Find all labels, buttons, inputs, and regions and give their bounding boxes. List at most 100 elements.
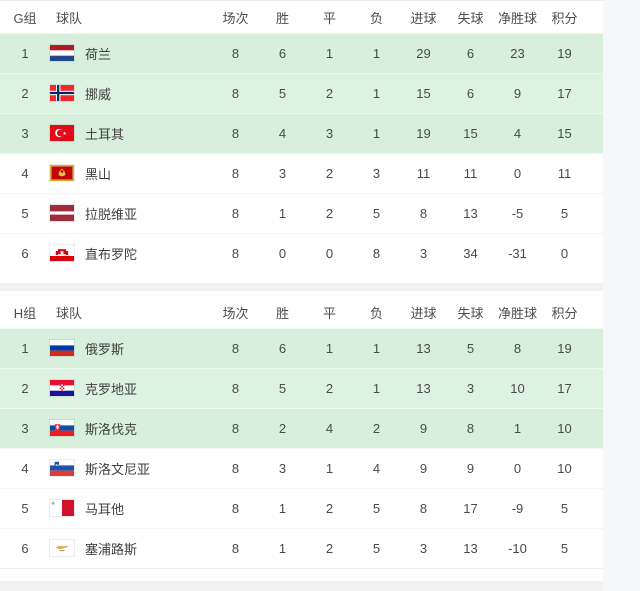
stat-cell: 2 (325, 540, 334, 556)
team-name: 拉脱维亚 (85, 206, 138, 222)
stat-cell: 3 (372, 165, 381, 181)
col-header-stat: 进球 (410, 10, 437, 26)
standings-table-group-h: H组 球队 场次胜平负进球 失球 净胜球 积分 1 俄罗斯 8 6 1 1 13 5 8 19 2 克罗地亚 8 5 2… (0, 296, 603, 568)
stat-cell: 13 (416, 340, 431, 356)
header-row: H组 球队 场次 胜 平 负 进球 失球 净胜球 积分 (0, 296, 603, 328)
stat-cell: 15 (463, 125, 478, 141)
stat-cell: 1 (513, 420, 522, 436)
rank-cell: 6 (21, 540, 29, 556)
netherlands-flag-icon (50, 45, 78, 61)
stat-cell: 19 (557, 340, 572, 356)
rank-cell: 4 (21, 460, 29, 476)
stat-cell: 11 (416, 165, 431, 181)
rank-cell: 4 (21, 165, 29, 181)
stat-cell: 15 (416, 85, 431, 101)
stat-cell: 3 (278, 460, 287, 476)
stat-cell: 8 (231, 420, 240, 436)
stat-cell: 13 (463, 205, 478, 221)
stat-cell: 9 (466, 460, 475, 476)
stat-cell: 8 (419, 205, 428, 221)
stat-cell: 0 (278, 245, 287, 261)
stat-cell: 8 (231, 500, 240, 516)
team-name: 黑山 (85, 166, 112, 182)
stat-cell: 5 (560, 500, 569, 516)
stat-cell: 1 (372, 125, 381, 141)
stat-cell: 1 (278, 205, 287, 221)
stat-cell: 2 (278, 420, 287, 436)
col-header-stat: 胜 (275, 305, 289, 321)
stat-cell: 5 (560, 540, 569, 556)
col-header-stat: 场次 (222, 305, 249, 321)
stat-cell: 8 (466, 420, 475, 436)
group-label: H组 (13, 305, 37, 321)
right-margin-strip (603, 0, 640, 591)
stat-cell: 4 (513, 125, 522, 141)
rank-cell: 2 (21, 380, 29, 396)
col-header-stat: 积分 (551, 305, 578, 321)
rank-cell: 3 (21, 420, 29, 436)
stat-cell: 11 (557, 165, 572, 181)
stat-cell: 10 (557, 460, 572, 476)
rank-cell: 3 (21, 125, 29, 141)
stat-cell: -10 (508, 540, 527, 556)
stat-cell: 8 (231, 380, 240, 396)
table-row: 3 土耳其 8 4 3 1 19 15 4 15 (0, 113, 603, 153)
table-row: 5 拉脱维亚 8 1 2 5 8 13 -5 5 (0, 193, 603, 233)
team-name: 土耳其 (85, 126, 125, 142)
table-row: 5 马耳他 8 1 2 5 8 17 -9 5 (0, 488, 603, 528)
slovakia-flag-icon (50, 420, 78, 436)
stat-cell: 4 (325, 420, 334, 436)
table-row: 6 直布罗陀 8 0 0 8 3 34 -31 0 (0, 233, 603, 273)
header-row: G组 球队 场次 胜 平 负 进球 失球 净胜球 积分 (0, 1, 603, 33)
stat-cell: 4 (372, 460, 381, 476)
rank-cell: 1 (21, 45, 29, 61)
stat-cell: 1 (278, 540, 287, 556)
team-name: 马耳他 (85, 501, 125, 517)
table-separator-band (0, 283, 640, 291)
stat-cell: 8 (513, 340, 522, 356)
col-header-stat: 场次 (222, 10, 249, 26)
stat-cell: 1 (325, 460, 334, 476)
team-name: 直布罗陀 (85, 246, 138, 262)
col-header-stat: 净胜球 (497, 10, 537, 26)
col-header-stat: 平 (322, 10, 336, 26)
stat-cell: 5 (372, 500, 381, 516)
stat-cell: 6 (466, 85, 475, 101)
cyprus-flag-icon (50, 540, 78, 556)
col-header-stat: 失球 (457, 10, 484, 26)
stat-cell: 34 (463, 245, 478, 261)
stat-cell: 8 (231, 460, 240, 476)
stat-cell: 8 (231, 540, 240, 556)
norway-flag-icon (50, 85, 78, 101)
stat-cell: -31 (508, 245, 527, 261)
stat-cell: 1 (372, 45, 381, 61)
col-header-stat: 胜 (275, 10, 289, 26)
rank-cell: 5 (21, 205, 29, 221)
stat-cell: 9 (513, 85, 522, 101)
latvia-flag-icon (50, 205, 78, 221)
rank-cell: 1 (21, 340, 29, 356)
stat-cell: -9 (511, 500, 524, 516)
stat-cell: 8 (419, 500, 428, 516)
stat-cell: 5 (466, 340, 475, 356)
stat-cell: 1 (372, 380, 381, 396)
stat-cell: 19 (557, 45, 572, 61)
rank-cell: 5 (21, 500, 29, 516)
stat-cell: 0 (325, 245, 334, 261)
stat-cell: 3 (466, 380, 475, 396)
stat-cell: 8 (231, 165, 240, 181)
stat-cell: 6 (278, 340, 287, 356)
stat-cell: 5 (372, 205, 381, 221)
top-divider (0, 0, 640, 1)
col-header-stat: 平 (322, 305, 336, 321)
stat-cell: 0 (560, 245, 569, 261)
group-label: G组 (13, 10, 37, 26)
rank-cell: 2 (21, 85, 29, 101)
stat-cell: 1 (325, 340, 334, 356)
stat-cell: 3 (278, 165, 287, 181)
table-gap (0, 273, 640, 283)
table-row: 4 斯洛文尼亚 8 3 1 4 9 9 0 10 (0, 448, 603, 488)
stat-cell: 6 (466, 45, 475, 61)
stat-cell: 0 (513, 460, 522, 476)
table-row: 3 斯洛伐克 8 2 4 2 9 8 1 10 (0, 408, 603, 448)
